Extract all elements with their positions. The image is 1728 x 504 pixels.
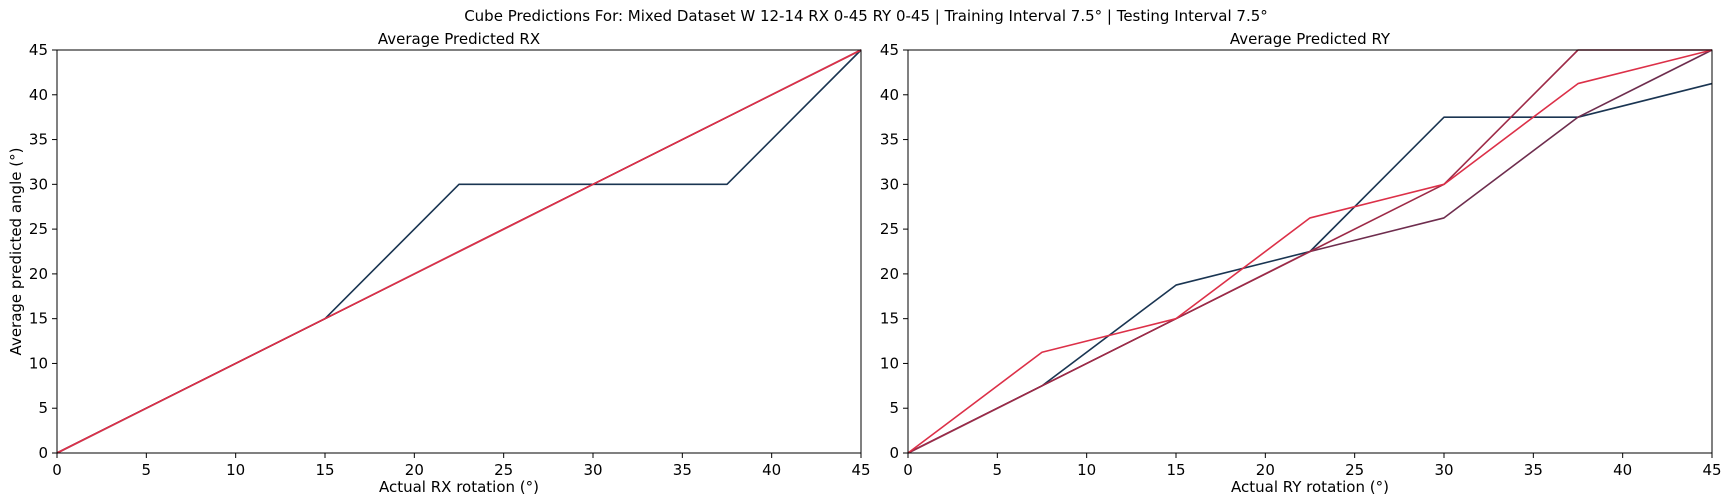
y-tick-label: 20 <box>29 265 48 283</box>
x-tick-label: 25 <box>494 461 513 479</box>
x-tick-label: 20 <box>1256 461 1275 479</box>
series-line-rx-4 <box>56 49 862 454</box>
y-tick-label: 15 <box>29 310 48 328</box>
y-tick-label: 0 <box>38 444 48 462</box>
y-tick-label: 10 <box>29 354 48 372</box>
x-tick-label: 15 <box>315 461 334 479</box>
y-tick-label: 35 <box>880 131 899 149</box>
subplot-title-rx: Average Predicted RX <box>378 30 540 48</box>
plot-frame-rx <box>56 49 862 454</box>
subplot-ry: Average Predicted RY Actual RY rotation … <box>880 30 1722 496</box>
x-tick-label: 5 <box>142 461 152 479</box>
series-line-ry-4 <box>907 49 1713 454</box>
x-tick-label: 30 <box>1434 461 1453 479</box>
y-tick-label: 0 <box>889 444 899 462</box>
y-tick-label: 5 <box>38 399 48 417</box>
x-tick-label: 10 <box>226 461 245 479</box>
x-axis-label-rx: Actual RX rotation (°) <box>379 478 539 496</box>
x-tick-label: 35 <box>1524 461 1543 479</box>
x-tick-label: 40 <box>762 461 781 479</box>
y-tick-label: 10 <box>880 354 899 372</box>
y-tick-label: 40 <box>880 86 899 104</box>
x-tick-label: 25 <box>1345 461 1364 479</box>
plot-frame-ry <box>907 49 1713 454</box>
subplot-rx: Average Predicted RX Actual RX rotation … <box>7 30 871 496</box>
x-axis-label-ry: Actual RY rotation (°) <box>1231 478 1389 496</box>
y-tick-label: 25 <box>880 220 899 238</box>
x-tick-label: 20 <box>405 461 424 479</box>
series-lines-rx <box>56 49 862 454</box>
x-tick-label: 0 <box>52 461 62 479</box>
x-tick-label: 10 <box>1077 461 1096 479</box>
x-tick-label: 35 <box>673 461 692 479</box>
x-tick-label: 45 <box>851 461 870 479</box>
x-tick-label: 5 <box>993 461 1003 479</box>
x-tick-label: 40 <box>1613 461 1632 479</box>
y-axis-label-rx: Average predicted angle (°) <box>7 148 25 356</box>
ticks-ry: 0 5 10 15 20 25 30 35 40 45 0 5 10 15 20 25 30 35 40 45 <box>880 41 1722 479</box>
y-tick-label: 45 <box>29 41 48 59</box>
y-tick-label: 25 <box>29 220 48 238</box>
y-tick-label: 30 <box>29 175 48 193</box>
y-tick-label: 35 <box>29 131 48 149</box>
subplot-title-ry: Average Predicted RY <box>1230 30 1391 48</box>
y-tick-label: 40 <box>29 86 48 104</box>
y-tick-label: 15 <box>880 310 899 328</box>
x-tick-label: 15 <box>1166 461 1185 479</box>
x-tick-label: 30 <box>583 461 602 479</box>
x-tick-label: 0 <box>903 461 913 479</box>
y-tick-label: 45 <box>880 41 899 59</box>
y-tick-label: 30 <box>880 175 899 193</box>
y-tick-label: 20 <box>880 265 899 283</box>
figure-suptitle: Cube Predictions For: Mixed Dataset W 12… <box>464 7 1268 25</box>
ticks-rx: 0 5 10 15 20 25 30 35 40 45 0 5 10 15 20 25 30 35 40 45 <box>29 41 871 479</box>
x-tick-label: 45 <box>1702 461 1721 479</box>
y-tick-label: 5 <box>889 399 899 417</box>
